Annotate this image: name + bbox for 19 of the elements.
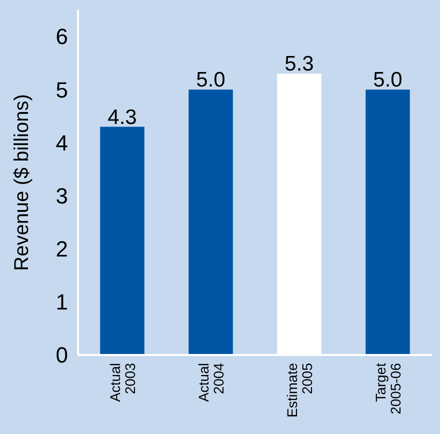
bar — [100, 126, 144, 355]
x-tick-label: Actual 2003 — [107, 362, 138, 402]
y-tick-label: 2 — [56, 236, 68, 262]
x-tick-label: Target 2005-06 — [372, 362, 404, 414]
y-tick-label: 1 — [56, 290, 68, 315]
y-tick-label: 0 — [56, 342, 68, 368]
data-label: 4.3 — [108, 106, 137, 129]
data-label: 5.3 — [284, 52, 314, 76]
y-tick-label: 6 — [56, 24, 68, 50]
x-tick-label: Estimate 2005 — [284, 362, 315, 418]
data-label: 5.0 — [373, 68, 402, 92]
bar — [366, 90, 410, 355]
data-label: 5.0 — [196, 68, 226, 92]
y-tick-label: 3 — [56, 183, 68, 208]
y-tick-label: 5 — [56, 77, 68, 102]
x-tick-label: Actual 2004 — [196, 362, 226, 402]
bar — [188, 90, 233, 355]
y-tick-label: 4 — [56, 130, 68, 156]
y-axis-title: Revenue ($ billions) — [11, 94, 33, 271]
